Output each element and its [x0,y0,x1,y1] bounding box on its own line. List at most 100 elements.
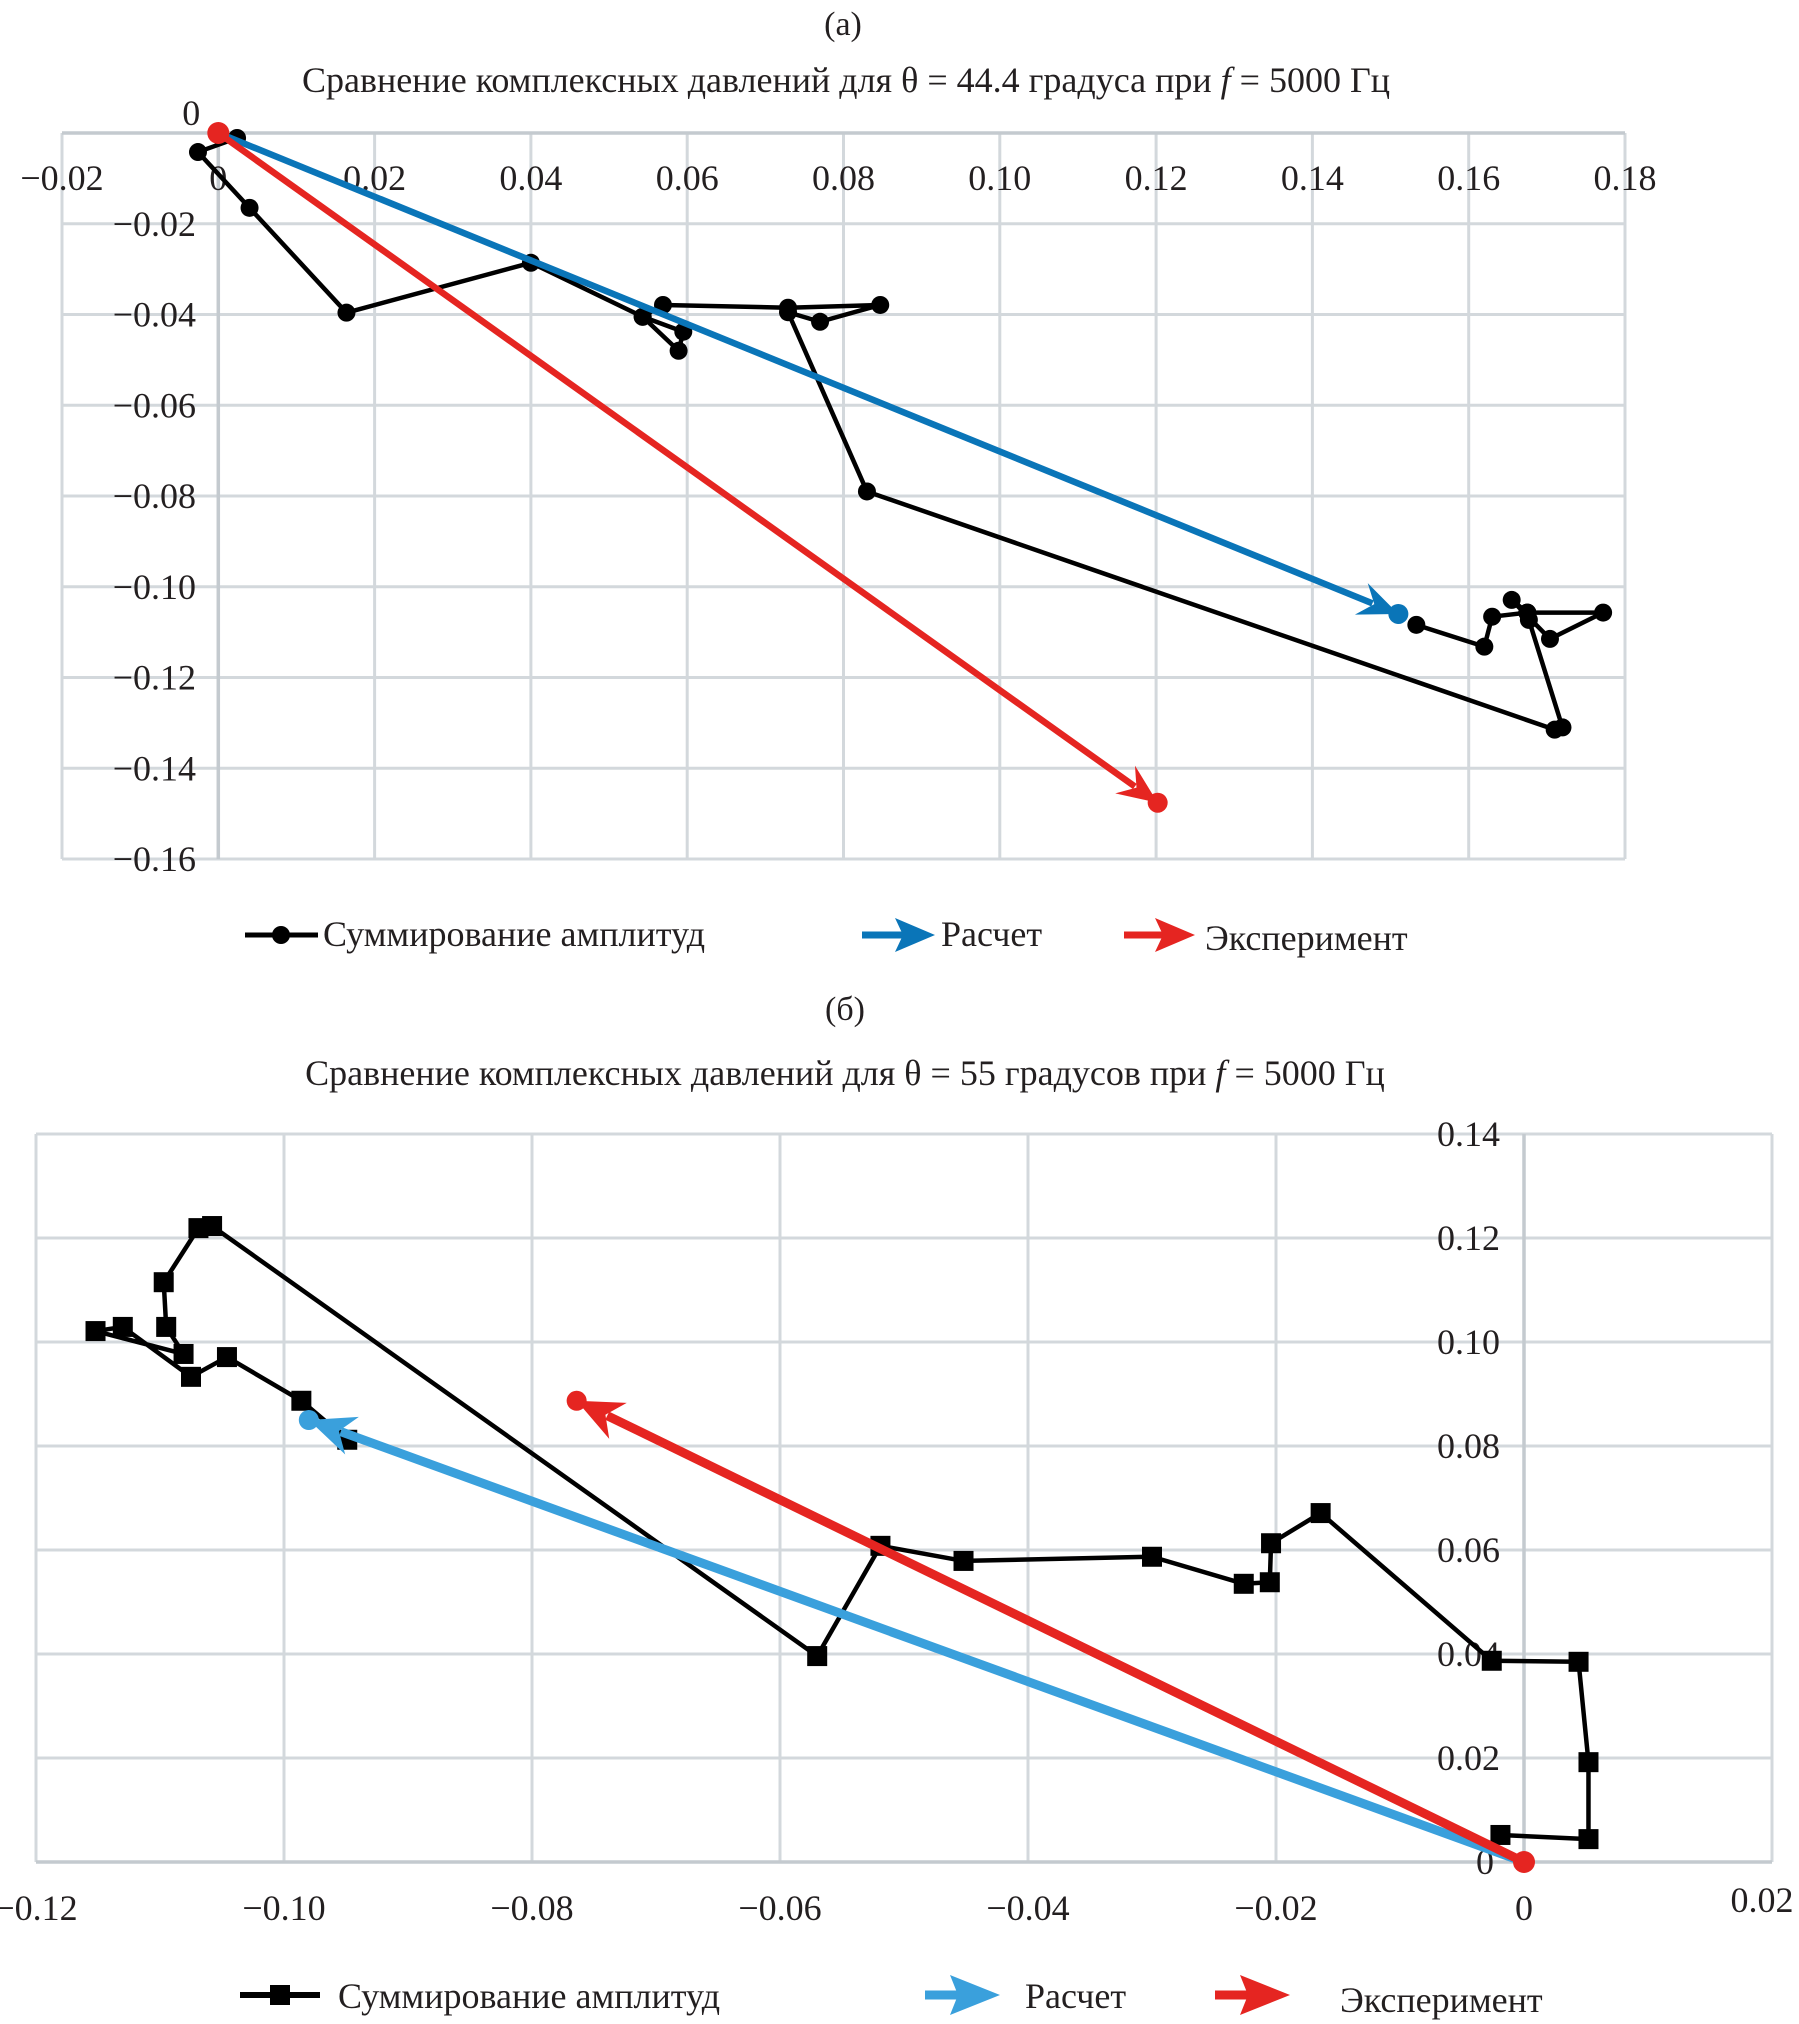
arrow-endpoint [566,1390,587,1411]
y-tick-label: 0 [182,93,200,133]
data-point [1578,1829,1599,1850]
chart-title-a: Сравнение комплексных давлений для θ = 4… [302,60,1390,100]
y-tick-label: −0.14 [113,748,196,788]
legend-item-calc-a: Расчет [862,914,1042,954]
data-point [216,1347,237,1368]
legend-label-sum-b: Суммирование амплитуд [338,1976,720,2016]
panel-label-b: (б) [825,991,865,1028]
data-point [1259,1572,1280,1593]
y-tick-label: 0.14 [1437,1114,1500,1154]
legend-item-exp-a: Эксперимент [1124,918,1408,958]
y-tick-label: −0.12 [113,658,196,698]
series-b [85,1216,1599,1873]
data-point [807,1646,828,1667]
y-tick-label: −0.06 [113,385,196,425]
data-point [1553,718,1572,737]
y-tick-label: 0.10 [1437,1322,1500,1362]
legend-item-calc-b: Расчет [925,1975,1126,2016]
data-point [857,482,876,501]
x-tick-label: 0.10 [968,158,1031,198]
legend-label-calc-b: Расчет [1025,1976,1126,2016]
legend-label-exp-a: Эксперимент [1205,918,1408,958]
chart-title-b-part2: = 5000 Гц [1225,1053,1384,1093]
x-tick-label: −0.12 [0,1888,78,1928]
gridlines-a [60,131,1627,861]
y-tick-label: −0.04 [113,295,196,335]
y-tick-label: −0.02 [113,204,196,244]
y-tick-label: −0.10 [113,567,196,607]
x-tick-label: 0.14 [1281,158,1344,198]
data-point [240,198,259,217]
y-tick-label: 0.06 [1437,1530,1500,1570]
data-point [181,1366,201,1387]
y-tick-label: 0.12 [1437,1218,1500,1258]
chart-title-b-part1: Сравнение комплексных давлений для θ = 5… [305,1053,1215,1093]
arrow-head [1115,765,1158,803]
data-point [1578,1752,1599,1773]
gridlines-b [34,1132,1774,1864]
arrow-head [576,1400,627,1439]
arrow-head [1354,583,1399,615]
data-point [1490,1824,1511,1845]
x-tick-label: 0.02 [1731,1880,1794,1920]
data-point [1142,1546,1162,1567]
legend-b: Суммирование амплитуд Расчет Эксперимент [240,1975,1543,2020]
data-point [811,312,830,331]
data-point [1310,1503,1331,1524]
data-point [1261,1533,1282,1554]
data-point [633,307,652,326]
data-point [153,1272,174,1293]
legend-label-calc-a: Расчет [941,914,1042,954]
data-point [1594,603,1613,622]
data-point [871,295,890,314]
tick-labels-b: −0.12 −0.10 −0.08 −0.06 −0.04 −0.02 0 0.0200.02… [0,1114,1794,1928]
legend-arrow-head-icon [1155,918,1195,952]
y-tick-label: −0.16 [113,839,196,879]
data-point [1483,607,1502,626]
x-tick-label: 0.08 [812,158,875,198]
data-point [173,1343,194,1364]
x-tick-label: 0.18 [1594,158,1657,198]
y-tick-label: 0.08 [1437,1426,1500,1466]
origin-point [1513,1851,1535,1873]
x-tick-label: 0.12 [1125,158,1188,198]
x-tick-label: 0.02 [343,158,406,198]
y-tick-label: −0.08 [113,476,196,516]
legend-a: Суммирование амплитуд Расчет Эксперимент [245,914,1408,958]
chart-title-b: Сравнение комплексных давлений для θ = 5… [305,1053,1385,1093]
legend-item-sum-b: Суммирование амплитуд [240,1976,720,2016]
chart-b: (б) Сравнение комплексных давлений для θ… [0,991,1794,2020]
x-tick-label: −0.06 [738,1888,821,1928]
origin-point [207,122,230,144]
x-tick-label: −0.04 [986,1888,1069,1928]
x-tick-label: 0.04 [499,158,562,198]
data-point [1475,637,1494,656]
data-point [337,303,356,322]
legend-label-exp-b: Эксперимент [1340,1980,1543,2020]
legend-arrow-head-icon [950,1975,1000,2015]
data-point [1518,603,1537,622]
x-tick-label: 0 [1515,1888,1533,1928]
arrow-shaft [605,1411,1526,1867]
series-experiment [566,1390,1535,1873]
data-point [1481,1650,1502,1671]
legend-arrow-head-icon [895,918,935,952]
legend-arrow-head-icon [1240,1975,1290,2015]
data-point [188,1218,209,1239]
y-tick-label: 0.02 [1437,1738,1500,1778]
chart-a: (а) Сравнение комплексных давлений для θ… [20,6,1656,958]
data-point [1568,1651,1589,1672]
arrow-endpoint [298,1410,319,1430]
data-point [1502,590,1521,609]
data-point [85,1321,106,1342]
data-point [953,1550,974,1571]
data-point [156,1316,177,1337]
arrow-head [308,1416,359,1455]
chart-title-a-part2: = 5000 Гц [1231,60,1390,100]
x-tick-label: 0.16 [1437,158,1500,198]
arrow-shaft [217,129,1374,607]
legend-circle-marker-icon [272,926,290,944]
panel-label-a: (а) [824,6,862,43]
series-calc [298,1410,1526,1867]
